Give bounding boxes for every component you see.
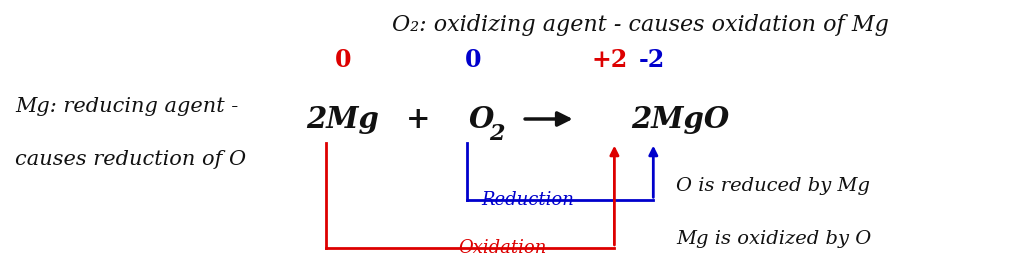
Text: 2Mg: 2Mg [306, 104, 380, 134]
Text: Oxidation: Oxidation [459, 239, 547, 257]
Text: 0: 0 [335, 48, 351, 72]
Text: 2MgO: 2MgO [631, 104, 729, 134]
Text: 2: 2 [489, 123, 505, 145]
Text: O₂: oxidizing agent - causes oxidation of Mg: O₂: oxidizing agent - causes oxidation o… [391, 14, 889, 36]
Text: causes reduction of O: causes reduction of O [15, 150, 247, 169]
Text: +: + [406, 104, 430, 134]
Text: 0: 0 [465, 48, 481, 72]
Text: -2: -2 [639, 48, 666, 72]
Text: Reduction: Reduction [481, 191, 574, 209]
Text: +2: +2 [591, 48, 628, 72]
Text: O: O [469, 104, 495, 134]
Text: Mg: reducing agent -: Mg: reducing agent - [15, 97, 239, 116]
Text: Mg is oxidized by O: Mg is oxidized by O [676, 230, 871, 248]
Text: O is reduced by Mg: O is reduced by Mg [676, 177, 869, 195]
